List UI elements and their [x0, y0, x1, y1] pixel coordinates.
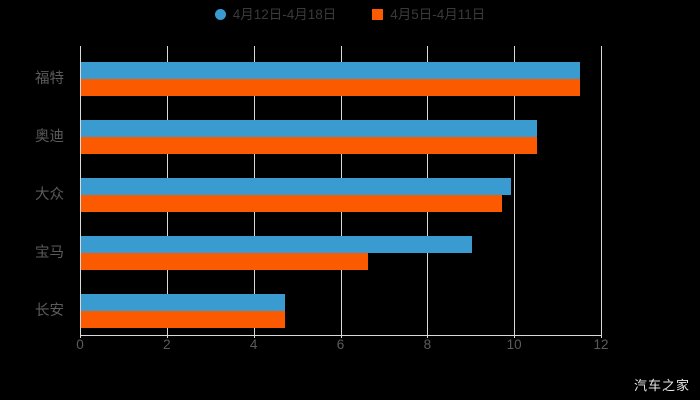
bar-series-0[interactable]: [81, 120, 537, 137]
legend-label-series-1: 4月5日-4月11日: [390, 7, 486, 22]
x-axis-labels: 0 2 4 6 8 10 12: [76, 333, 609, 362]
legend-label-series-0: 4月12日-4月18日: [232, 7, 337, 22]
y-tick-label: 奥迪: [35, 128, 64, 145]
x-tick-label: 8: [423, 337, 432, 352]
legend-swatch-circle-icon: [214, 9, 226, 21]
x-tick-mark: [253, 333, 255, 338]
y-tick-label: 宝马: [35, 244, 64, 261]
gridline: [514, 46, 516, 336]
x-tick-mark: [166, 333, 168, 338]
bar-series-1[interactable]: [81, 79, 581, 96]
x-tick-label: 0: [76, 337, 84, 352]
gridline: [601, 46, 602, 336]
y-axis-line: [80, 46, 81, 336]
y-tick-label: 大众: [35, 186, 64, 203]
x-tick-label: 12: [593, 337, 609, 352]
bar-series-0[interactable]: [81, 236, 472, 253]
legend-swatch-square-icon: [372, 9, 384, 21]
x-tick-mark: [80, 333, 81, 338]
bar-series-1[interactable]: [81, 311, 286, 328]
bar-series-0[interactable]: [81, 178, 511, 195]
x-tick-label: 6: [336, 337, 345, 352]
bar-series-1[interactable]: [81, 137, 537, 154]
bar-series-1[interactable]: [81, 253, 368, 270]
x-tick-label: 4: [249, 337, 258, 352]
plot-area: [80, 46, 602, 336]
x-tick-mark: [514, 333, 516, 338]
x-tick-mark: [601, 333, 602, 338]
bar-group: [80, 294, 602, 328]
bar-series-0[interactable]: [81, 294, 286, 311]
legend-item-series-0[interactable]: 4月12日-4月18日: [214, 7, 337, 22]
x-tick-label: 10: [506, 337, 522, 352]
y-tick-label: 福特: [35, 70, 64, 87]
watermark: 汽车之家: [633, 378, 690, 393]
legend-item-series-1[interactable]: 4月5日-4月11日: [372, 8, 485, 22]
y-tick-label: 长安: [35, 302, 64, 319]
x-tick-label: 2: [163, 337, 171, 352]
bar-series-1[interactable]: [81, 195, 503, 212]
x-tick-mark: [340, 333, 342, 338]
x-tick-mark: [427, 333, 429, 338]
bar-group: [80, 62, 602, 96]
bar-series-0[interactable]: [81, 62, 581, 79]
bar-group: [80, 178, 602, 212]
y-axis-labels: 福特奥迪大众宝马长安: [0, 46, 72, 336]
bar-group: [80, 236, 602, 270]
bar-group: [80, 120, 602, 154]
chart-legend: 4月12日-4月18日 4月5日-4月11日: [0, 8, 700, 22]
